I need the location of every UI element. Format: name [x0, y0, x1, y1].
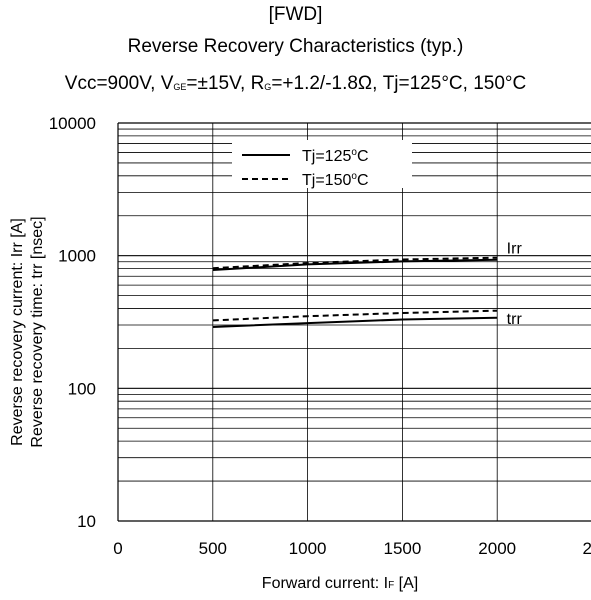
series-group	[212, 256, 498, 328]
annotation-trr: trr	[507, 311, 523, 328]
cond-vcc: Vcc=900V, V	[64, 73, 174, 94]
chart-title-line1: [FWD]	[268, 4, 323, 25]
plot-frame	[117, 122, 591, 522]
annotation-irr: Irr	[507, 241, 523, 258]
y-tick-label: 1000	[58, 247, 96, 266]
y-tick-label: 10	[77, 512, 96, 531]
legend-label: Tj=125oC	[302, 147, 369, 165]
chart-title-line2: Reverse Recovery Characteristics (typ.)	[127, 36, 464, 57]
x-tick-labels: 0 500 1000 1500 2000 25	[113, 539, 591, 558]
legend: Tj=125oC Tj=150oC	[242, 147, 369, 189]
y-axis-label-line1: Reverse recovery current: Irr [A]	[9, 218, 26, 446]
x-axis-label: Forward current: IF [A]	[262, 575, 418, 592]
y-tick-labels: 10 100 1000 10000	[49, 114, 96, 531]
cond-mid: =±15V, R	[186, 73, 265, 94]
x-tick-label: 1500	[383, 539, 421, 558]
legend-label: Tj=150oC	[302, 171, 369, 189]
grid	[118, 123, 591, 521]
cond-ge-sub: GE	[173, 82, 187, 92]
y-tick-label: 100	[68, 379, 96, 398]
series-line-trr-tj150	[212, 309, 498, 322]
x-tick-label: 500	[199, 539, 227, 558]
x-tick-label: 25	[583, 539, 591, 558]
chart-conditions: Vcc=900V, VGE=±15V, RG=+1.2/-1.8Ω, Tj=12…	[0, 73, 591, 95]
cond-end: =+1.2/-1.8Ω, Tj=125°C, 150°C	[271, 73, 527, 94]
series-line-trr-tj125	[212, 316, 498, 328]
x-tick-label: 1000	[289, 539, 327, 558]
cond-g-sub: G	[264, 82, 272, 92]
series-line-irr-tj150	[212, 256, 498, 270]
y-tick-label: 10000	[49, 114, 96, 133]
x-tick-label: 0	[113, 539, 122, 558]
x-tick-label: 2000	[478, 539, 516, 558]
annotations: Irr trr	[507, 241, 523, 328]
series-line-irr-tj125	[212, 258, 498, 271]
y-axis-label-line2: Reverse recovery time: trr [nsec]	[29, 216, 46, 447]
